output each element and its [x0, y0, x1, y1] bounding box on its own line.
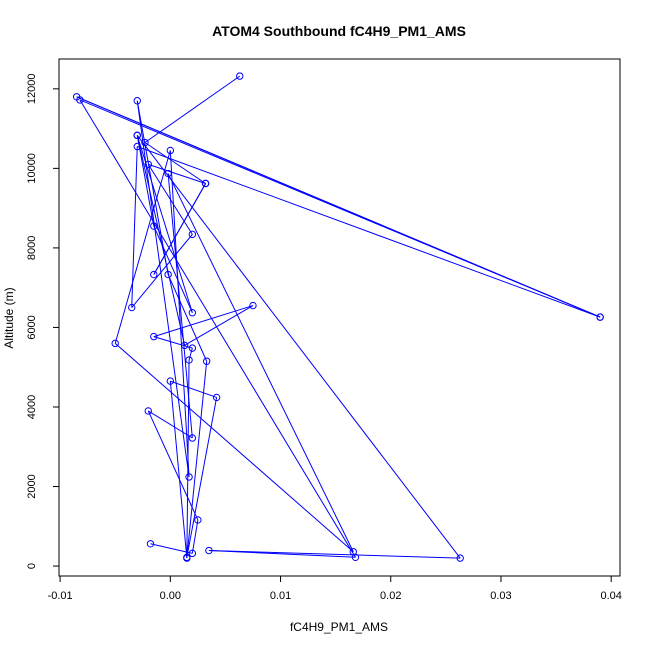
data-point: [188, 344, 197, 352]
data-point: [146, 540, 155, 548]
x-axis-label: fC4H9_PM1_AMS: [290, 620, 388, 634]
data-point: [133, 142, 141, 151]
series-line-segment: [167, 274, 208, 362]
series-line-segment: [167, 173, 354, 552]
data-point: [150, 332, 158, 341]
series-line-segment: [79, 99, 601, 318]
data-point: [166, 377, 175, 385]
y-tick-label: 0: [26, 563, 38, 569]
series-line-segment: [153, 336, 193, 349]
series-line-segment: [148, 163, 206, 184]
series-line-segment: [114, 150, 171, 344]
data-point: [128, 303, 136, 312]
chart-title: ATOM4 Southbound fC4H9_PM1_AMS: [212, 23, 466, 39]
data-point: [185, 473, 193, 481]
data-point: [133, 131, 141, 140]
series-line-segment: [153, 183, 207, 275]
data-point: [205, 546, 213, 555]
data-point: [164, 270, 172, 279]
series-line-segment: [169, 150, 190, 477]
data-point: [236, 72, 244, 80]
series-line-segment: [136, 135, 461, 559]
series-line-segment: [79, 99, 356, 558]
y-tick-label: 4000: [26, 395, 38, 419]
x-tick-label: 0.04: [600, 590, 621, 602]
series-line-segment: [150, 543, 193, 554]
series-line-segment: [144, 75, 241, 143]
series-line-segment: [136, 135, 186, 346]
data-point: [201, 179, 210, 188]
series-line-segment: [186, 397, 218, 558]
y-tick-label: 2000: [26, 474, 38, 498]
data-point: [185, 356, 193, 364]
y-tick-label: 6000: [26, 315, 38, 339]
x-axis: -0.01 0.00 0.01 0.02 0.03 0.04: [48, 575, 622, 602]
series-line-segment: [137, 146, 601, 318]
series-line-segment: [136, 100, 169, 275]
plot-area: [72, 72, 604, 562]
series-line-segment: [147, 410, 199, 521]
data-point: [144, 160, 152, 169]
data-point: [212, 393, 221, 402]
series-line-segment: [167, 173, 193, 439]
series-line-segment: [170, 380, 217, 398]
data-point: [188, 309, 197, 317]
y-tick-label: 12000: [26, 74, 38, 105]
data-point: [111, 339, 119, 348]
series-line-segment: [169, 381, 188, 559]
series-line-segment: [153, 305, 254, 338]
series-line-segment: [136, 100, 190, 478]
data-point: [76, 96, 84, 104]
x-tick-label: 0.03: [490, 590, 511, 602]
data-point: [249, 301, 257, 310]
data-point: [202, 357, 211, 365]
data-point: [166, 146, 175, 155]
series-line-segment: [148, 410, 193, 439]
data-point: [141, 138, 149, 147]
data-point: [180, 341, 189, 350]
series-line-segment: [136, 135, 155, 227]
data-point: [194, 516, 202, 524]
data-point: [183, 554, 191, 562]
y-tick-label: 8000: [26, 236, 38, 260]
data-point: [188, 434, 197, 442]
y-axis-label: Altitude (m): [2, 287, 16, 348]
series-line-segment: [131, 234, 193, 308]
series-line-segment: [114, 342, 354, 553]
data-point: [144, 407, 152, 415]
series-line-segment: [188, 347, 193, 361]
data-point: [349, 548, 357, 556]
series-line-segment: [191, 519, 199, 554]
series-line-segment: [153, 225, 193, 313]
data-point: [188, 549, 197, 558]
data-point: [596, 313, 604, 321]
x-tick-label: 0.00: [160, 590, 181, 602]
data-point: [133, 97, 141, 105]
series-line-segment: [186, 361, 208, 559]
data-point: [456, 554, 464, 562]
y-tick-label: 10000: [26, 153, 38, 184]
data-point: [150, 222, 158, 230]
series-line-segment: [208, 550, 461, 559]
y-axis: 0 2000 4000 6000 8000 10000 12000: [26, 74, 60, 569]
data-point: [164, 169, 172, 178]
data-point: [150, 270, 158, 279]
x-tick-label: 0.02: [380, 590, 401, 602]
data-point: [188, 230, 197, 239]
x-tick-label: -0.01: [48, 590, 73, 602]
series-line-segment: [184, 305, 254, 346]
x-tick-label: 0.01: [270, 590, 291, 602]
series-line-segment: [144, 142, 206, 184]
